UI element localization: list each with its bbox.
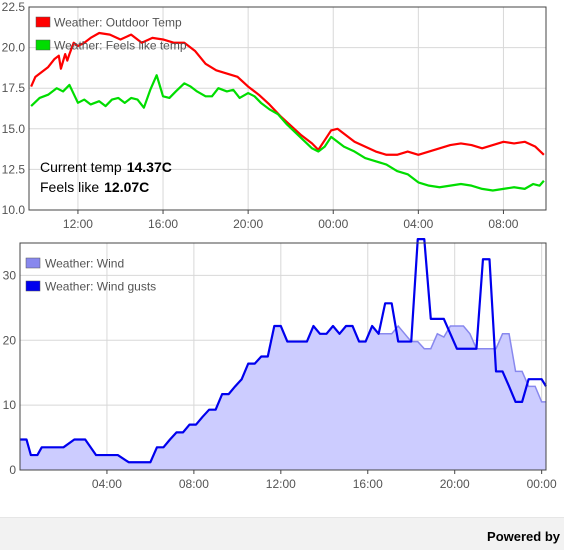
powered-by-label: Powered by — [487, 529, 560, 544]
legend-label-outdoor-temp: Weather: Outdoor Temp — [54, 16, 182, 30]
temperature-chart: 10.0 12.5 15.0 17.5 20.0 22.5 12:00 16:00 20:00… — [2, 0, 547, 231]
legend-swatch-wind — [25, 257, 41, 269]
wind-legend: Weather: Wind Weather: Wind gusts — [25, 257, 156, 294]
legend-label-wind-gusts: Weather: Wind gusts — [45, 280, 156, 294]
x-tick-label: 04:00 — [92, 477, 122, 491]
x-tick-label: 20:00 — [233, 217, 263, 231]
x-tick-label: 08:00 — [488, 217, 518, 231]
x-tick-label: 12:00 — [266, 477, 296, 491]
temperature-plot-border — [28, 6, 547, 211]
y-tick-label: 20 — [3, 333, 17, 347]
wind-chart: 0 10 20 30 04:00 08:00 12:00 16:00 20:00 00:00 W… — [3, 238, 557, 491]
feels-like-readout: Feels like 12.07C — [40, 179, 149, 195]
x-tick-label: 20:00 — [440, 477, 470, 491]
x-tick-label: 04:00 — [403, 217, 433, 231]
wind-plot-border — [19, 242, 547, 471]
legend-swatch-feels-like — [35, 39, 51, 51]
legend-swatch-outdoor-temp — [35, 16, 51, 28]
y-tick-label: 10.0 — [2, 203, 26, 217]
x-tick-label: 00:00 — [527, 477, 557, 491]
temperature-legend: Weather: Outdoor Temp Weather: Feels lik… — [35, 16, 187, 53]
y-tick-label: 30 — [3, 268, 17, 282]
wind-y-axis: 0 10 20 30 — [3, 268, 17, 477]
wind-x-axis: 04:00 08:00 12:00 16:00 20:00 00:00 — [92, 477, 557, 491]
series-line-weather-wind-gusts — [20, 238, 547, 464]
feels-like-value: 12.07C — [104, 179, 149, 195]
series-line-weather-feels-like-temp — [30, 74, 545, 192]
y-tick-label: 22.5 — [2, 0, 26, 14]
x-tick-label: 16:00 — [353, 477, 383, 491]
x-tick-label: 08:00 — [179, 477, 209, 491]
x-tick-label: 00:00 — [318, 217, 348, 231]
temperature-y-axis: 10.0 12.5 15.0 17.5 20.0 22.5 — [2, 0, 26, 217]
x-tick-label: 12:00 — [63, 217, 93, 231]
current-temp-label: Current temp — [40, 159, 122, 175]
x-tick-label: 16:00 — [148, 217, 178, 231]
feels-like-label: Feels like — [40, 179, 99, 195]
legend-label-feels-like: Weather: Feels like temp — [54, 39, 187, 53]
series-line-weather-outdoor-temp — [30, 31, 545, 156]
y-tick-label: 15.0 — [2, 122, 26, 136]
y-tick-label: 17.5 — [2, 81, 26, 95]
current-temp-readout: Current temp 14.37C — [40, 159, 172, 175]
temperature-x-axis: 12:00 16:00 20:00 00:00 04:00 08:00 — [63, 217, 519, 231]
current-temp-value: 14.37C — [127, 159, 172, 175]
temperature-readout: Current temp 14.37C Feels like 12.07C — [40, 159, 172, 195]
y-tick-label: 12.5 — [2, 162, 26, 176]
wind-series — [20, 238, 547, 470]
series-area-wind — [20, 326, 546, 470]
y-tick-label: 0 — [9, 463, 16, 477]
y-tick-label: 20.0 — [2, 41, 26, 55]
legend-label-wind: Weather: Wind — [45, 257, 124, 271]
footer-bar: Powered by — [0, 517, 564, 550]
temperature-series — [30, 31, 545, 192]
y-tick-label: 10 — [3, 398, 17, 412]
legend-swatch-wind-gusts — [25, 280, 41, 292]
